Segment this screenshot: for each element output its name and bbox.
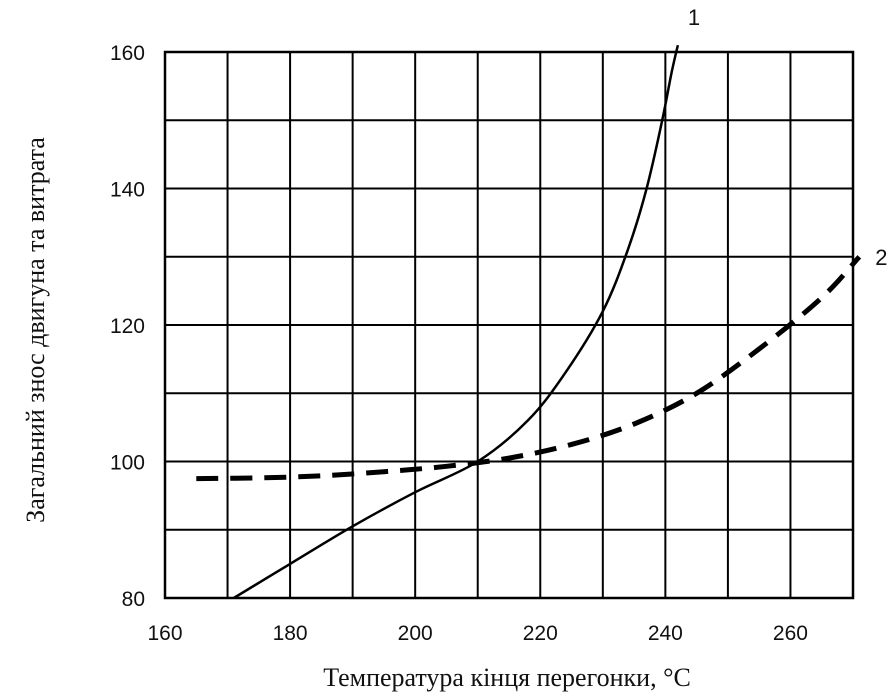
- x-axis-title: Температура кінця перегонки, °С: [323, 663, 691, 692]
- y-tick-label: 160: [110, 42, 145, 65]
- x-tick-label: 240: [648, 622, 683, 645]
- y-tick-label: 120: [110, 315, 145, 338]
- series-1-label: 1: [688, 5, 700, 30]
- y-axis-title: Загальний знос двигуна та витрата: [21, 137, 50, 523]
- series-labels: 12: [688, 5, 888, 270]
- y-tick-label: 100: [110, 452, 145, 475]
- x-tick-label: 180: [273, 622, 308, 645]
- series-layer: [196, 44, 862, 600]
- x-tick-label: 160: [147, 622, 182, 645]
- series-1-line: [233, 44, 680, 600]
- grid-lines: [165, 52, 853, 598]
- series-2-label: 2: [875, 245, 887, 270]
- series-2-line: [196, 255, 862, 482]
- plot-frame: [163, 50, 855, 600]
- x-tick-label: 200: [398, 622, 433, 645]
- x-tick-label: 260: [773, 622, 808, 645]
- y-tick-label: 80: [122, 588, 145, 611]
- y-tick-label: 140: [110, 179, 145, 202]
- x-tick-label: 220: [523, 622, 558, 645]
- tick-labels: 160 180 200 220 240 260 80 100 120 140 160: [110, 42, 808, 645]
